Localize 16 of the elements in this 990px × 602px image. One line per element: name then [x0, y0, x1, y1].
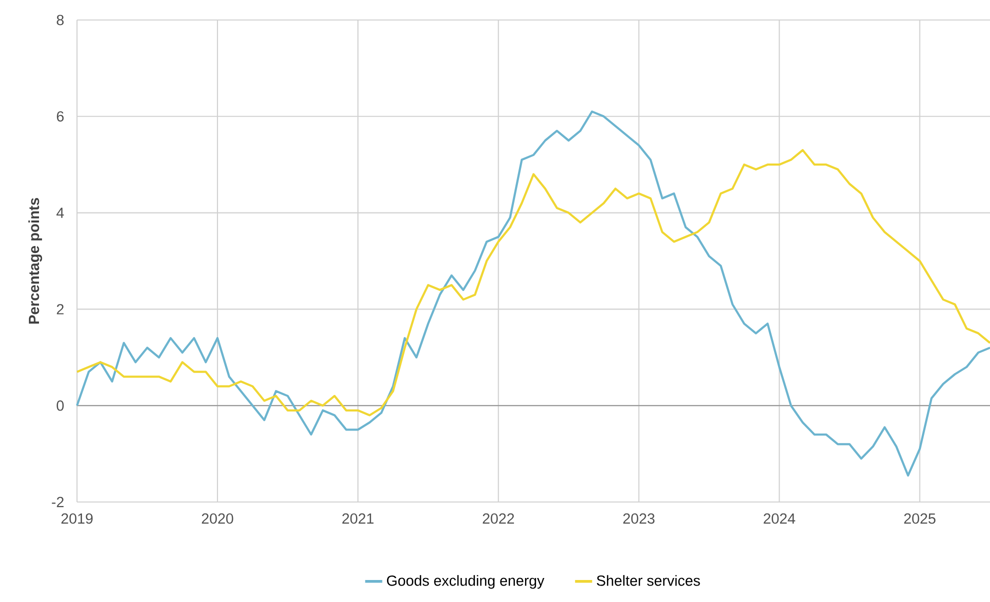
legend-label: Goods excluding energy	[386, 575, 544, 589]
y-axis-title: Percentage points	[28, 198, 42, 324]
y-tick-label: 8	[56, 14, 64, 26]
x-tick-label: 2024	[764, 513, 796, 524]
x-tick-label: 2022	[482, 513, 514, 524]
x-tick-label: 2025	[904, 513, 936, 524]
legend-label: Shelter services	[596, 575, 700, 586]
y-tick-label: 4	[56, 208, 64, 218]
y-tick-label: 2	[56, 304, 64, 314]
x-tick-label: 2023	[623, 513, 654, 524]
y-tick-label: 0	[56, 400, 64, 411]
x-tick-label: 2021	[342, 513, 374, 524]
y-tick-label: -2	[52, 496, 64, 508]
x-tick-label: 2019	[61, 513, 93, 524]
x-tick-label: 2020	[202, 513, 234, 524]
y-tick-label: 6	[56, 111, 64, 122]
